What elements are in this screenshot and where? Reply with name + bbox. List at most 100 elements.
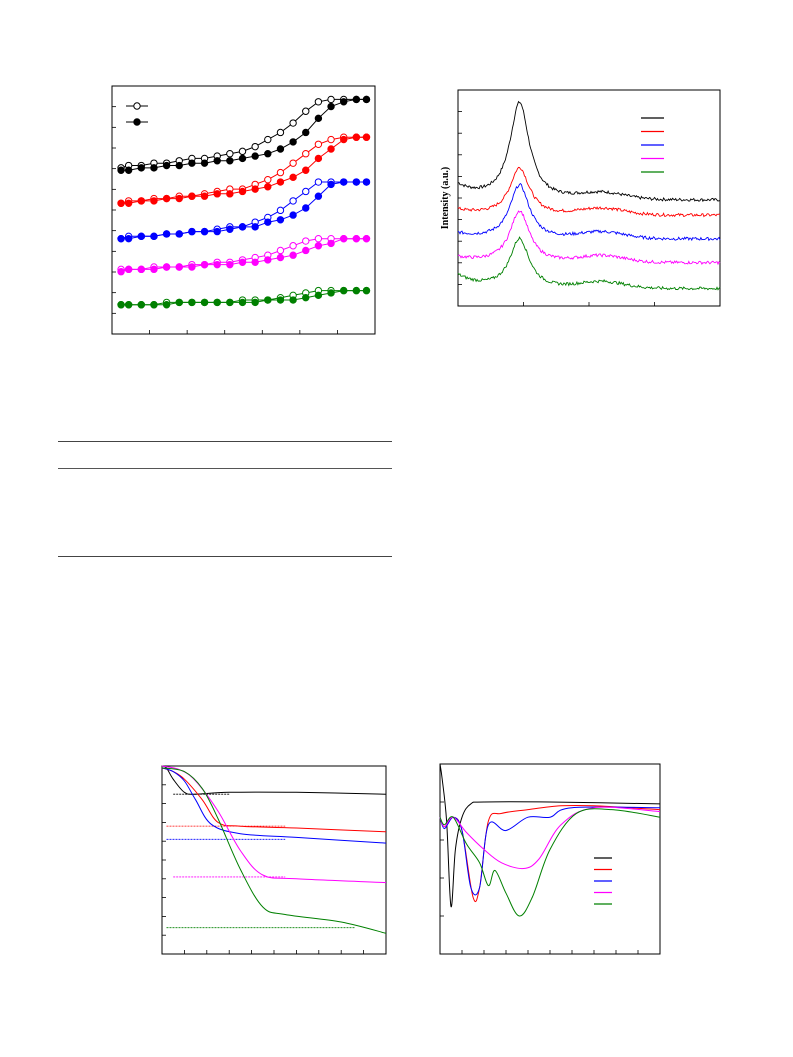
fig-a-adsorption-point: [238, 154, 247, 163]
fig-a-desorption-point: [327, 95, 335, 104]
fig-a-adsorption-point: [238, 187, 247, 196]
fig-a-desorption-point: [276, 246, 285, 255]
fig-a-adsorption-point: [137, 265, 145, 274]
fig-a-desorption-point: [276, 128, 285, 137]
fig-a-desorption-point: [264, 135, 272, 144]
fig-d-series-green-line: [439, 808, 661, 917]
fig-a-adsorption-point: [314, 242, 323, 250]
fig-a-adsorption-point: [289, 296, 297, 304]
figure-d-chart: [439, 763, 661, 955]
fig-a-desorption-point: [276, 168, 285, 177]
fig-a-desorption-point: [289, 119, 297, 127]
fig-a-adsorption-point: [117, 166, 125, 174]
fig-a-adsorption-point: [251, 258, 259, 266]
table-bottom-rule: [58, 556, 392, 557]
fig-a-adsorption-point: [264, 256, 272, 264]
fig-a-adsorption-point: [124, 234, 133, 243]
fig-a-adsorption-point: [175, 230, 183, 238]
fig-a-desorption-point: [289, 197, 297, 205]
fig-a-desorption-point: [276, 206, 285, 215]
fig-a-desorption-point: [289, 242, 297, 250]
fig-a-adsorption-point: [162, 263, 171, 271]
fig-c-series-blue-line: [161, 767, 387, 844]
fig-a-desorption-point: [314, 140, 323, 148]
fig-a-adsorption-point: [213, 298, 221, 307]
fig-b-series-black-line: [457, 100, 721, 203]
fig-a-adsorption-point: [314, 192, 323, 200]
fig-a-adsorption-point: [251, 223, 259, 231]
fig-a-legend-marker-adsorption: [133, 118, 141, 126]
fig-a-adsorption-point: [327, 239, 335, 248]
fig-b-series-magenta-line: [457, 210, 721, 266]
table-top-rule: [58, 441, 392, 442]
fig-a-adsorption-point: [124, 265, 133, 274]
fig-a-adsorption-point: [289, 173, 297, 182]
fig-a-adsorption-point: [162, 161, 171, 170]
fig-a-adsorption-point: [188, 192, 196, 200]
fig-a-adsorption-point: [264, 218, 272, 226]
fig-a-adsorption-point: [117, 199, 125, 207]
fig-a-adsorption-point: [213, 227, 221, 236]
fig-a-adsorption-point: [226, 260, 234, 269]
figure-d-panel: [436, 762, 664, 958]
figure-b-chart: Intensity (a.u.): [440, 89, 721, 307]
fig-a-adsorption-point: [276, 296, 285, 304]
fig-a-adsorption-point: [238, 223, 247, 231]
figure-c-panel: [158, 762, 390, 958]
fig-a-adsorption-point: [226, 157, 234, 165]
fig-a-adsorption-point: [238, 298, 247, 307]
fig-a-adsorption-point: [264, 183, 272, 191]
fig-a-adsorption-point: [340, 234, 348, 243]
fig-a-adsorption-point: [137, 301, 145, 309]
fig-a-adsorption-point: [200, 227, 209, 236]
fig-a-adsorption-point: [213, 190, 221, 198]
fig-a-adsorption-point: [302, 204, 310, 212]
figure-b-panel: Intensity (a.u.): [436, 88, 726, 316]
fig-a-desorption-point: [289, 159, 297, 167]
fig-a-desorption-point: [238, 147, 247, 156]
fig-c-series-magenta-line: [161, 765, 387, 884]
fig-a-adsorption-point: [137, 197, 145, 205]
fig-a-adsorption-point: [327, 180, 335, 189]
fig-a-adsorption-point: [188, 227, 196, 236]
fig-a-desorption-point: [264, 175, 272, 184]
figure-a-chart: [111, 85, 376, 335]
fig-a-adsorption-point: [276, 145, 285, 153]
fig-a-adsorption-point: [327, 289, 335, 297]
fig-a-adsorption-point: [188, 159, 196, 167]
fig-a-adsorption-point: [117, 234, 125, 243]
fig-b-y-axis-label: Intensity (a.u.): [440, 167, 451, 230]
fig-a-adsorption-point: [302, 128, 310, 137]
fig-b-series-red-line: [457, 166, 721, 218]
fig-a-adsorption-point: [200, 260, 209, 269]
fig-a-adsorption-point: [137, 232, 145, 241]
fig-a-adsorption-point: [276, 253, 285, 262]
fig-a-adsorption-point: [289, 138, 297, 146]
fig-a-adsorption-point: [175, 161, 183, 170]
fig-a-adsorption-point: [238, 258, 247, 266]
fig-a-adsorption-point: [150, 301, 158, 309]
fig-a-adsorption-point: [226, 298, 234, 307]
fig-a-adsorption-point: [314, 291, 323, 300]
fig-a-adsorption-point: [175, 194, 183, 203]
fig-b-plot-frame: [457, 89, 721, 307]
fig-a-adsorption-point: [352, 286, 361, 295]
fig-a-adsorption-point: [200, 159, 209, 167]
fig-a-adsorption-point: [226, 190, 234, 198]
fig-a-adsorption-point: [340, 98, 348, 106]
fig-a-adsorption-point: [117, 301, 125, 309]
fig-a-adsorption-point: [175, 263, 183, 271]
fig-a-adsorption-point: [213, 157, 221, 165]
fig-a-adsorption-point: [251, 152, 259, 160]
fig-a-adsorption-point: [150, 164, 158, 172]
fig-a-adsorption-point: [175, 298, 183, 307]
fig-a-desorption-point: [314, 234, 323, 243]
fig-a-adsorption-point: [162, 194, 171, 203]
fig-a-adsorption-point: [352, 178, 361, 186]
fig-a-adsorption-point: [352, 95, 361, 104]
figure-c-chart: [161, 765, 387, 955]
fig-a-adsorption-point: [340, 135, 348, 144]
fig-a-adsorption-point: [124, 166, 133, 174]
fig-d-series-black-line: [439, 763, 661, 908]
fig-d-series-blue-line: [439, 806, 661, 896]
